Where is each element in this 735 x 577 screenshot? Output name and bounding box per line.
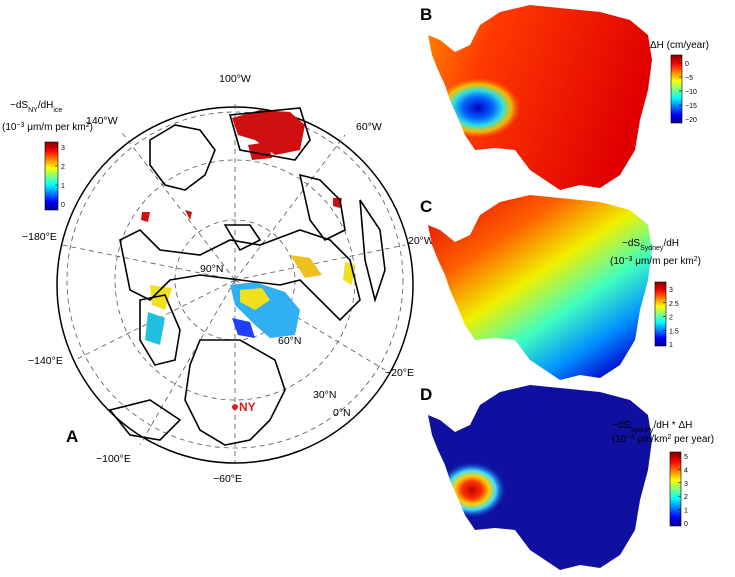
colorbar-tick-label: 2	[669, 315, 673, 322]
map-label: 60°W	[356, 121, 382, 133]
colorbar	[670, 54, 683, 124]
colorbar-title: −dSSydney/dH * ΔH	[612, 420, 692, 434]
map-label: 100°W	[219, 73, 251, 85]
map-label: −60°E	[213, 473, 242, 485]
coastlines	[108, 107, 386, 446]
map-a: 100°W 60°W 140°W −180°E 20°W −140°E −20°…	[22, 73, 434, 485]
panel-label: A	[66, 427, 78, 446]
map-label: 30°N	[313, 389, 336, 401]
map-label: 90°N	[200, 263, 223, 275]
map-label: 20°W	[408, 235, 434, 247]
colorbar-tick-label: 1	[669, 342, 673, 349]
thinning-region	[436, 78, 520, 138]
map-label: 140°W	[86, 115, 118, 127]
panel-label: B	[420, 5, 432, 24]
colorbar-tick-label: 2	[684, 494, 688, 501]
map-d: D −dSSydney/dH * ΔH (10−4 μm/km2 per yea…	[420, 385, 714, 570]
colorbar-tick-label: 1	[684, 508, 688, 515]
colorbar-tick-label: 1	[61, 183, 65, 190]
colorbar-tick-label: 4	[684, 467, 688, 474]
colorbar-tick-label: 5	[684, 454, 688, 461]
colorbar	[654, 281, 667, 347]
colorbar-tick-label: −20	[685, 117, 697, 124]
colorbar-tick-label: 1.5	[669, 328, 679, 335]
colorbar-tick-label: 0	[685, 61, 689, 68]
city-marker	[232, 404, 238, 410]
colorbar-title: ΔH (cm/year)	[650, 40, 709, 51]
map-label: −20°E	[385, 367, 414, 379]
colorbar-units: (10−4 μm/km2 per year)	[612, 434, 714, 446]
colorbar-tick-label: −10	[685, 89, 697, 96]
colorbar-units: (10−3 μm/m per km2)	[610, 256, 701, 268]
panel-label: D	[420, 385, 432, 404]
contribution-region	[438, 462, 506, 518]
map-label: 0°N	[333, 407, 351, 419]
colorbar-tick-label: 2.5	[669, 301, 679, 308]
colorbar-tick-label: 0	[61, 202, 65, 209]
colorbar-a: −dSNY/dHice (10−3 μm/m per km2)	[2, 100, 93, 211]
map-b: B ΔH (cm/year)	[420, 5, 709, 190]
map-label: 60°N	[278, 335, 301, 347]
colorbar-tick-label: 3	[669, 287, 673, 294]
colorbar-title: −dSSydney/dH	[622, 238, 679, 252]
map-label: −100°E	[96, 453, 131, 465]
panel-label: C	[420, 197, 432, 216]
map-label: −140°E	[28, 355, 63, 367]
graticule	[66, 111, 404, 449]
map-c: C −dSSydney/dH (10−3 μm/m per km2)	[420, 195, 701, 380]
colorbar	[44, 141, 59, 211]
colorbar-tick-label: 0	[684, 521, 688, 528]
colorbar-tick-label: 3	[61, 145, 65, 152]
colorbar-units: (10−3 μm/m per km2)	[2, 122, 93, 134]
antarctica-map	[428, 195, 652, 380]
colorbar-tick-label: −15	[685, 103, 697, 110]
colorbar-tick-label: 3	[684, 481, 688, 488]
colorbar-title: −dSNY/dHice	[10, 100, 62, 114]
colorbar-tick-label: 2	[61, 164, 65, 171]
colorbar-tick-label: −5	[685, 75, 693, 82]
city-label: NY	[239, 400, 256, 414]
colorbar	[669, 451, 682, 527]
map-label: −180°E	[22, 231, 57, 243]
